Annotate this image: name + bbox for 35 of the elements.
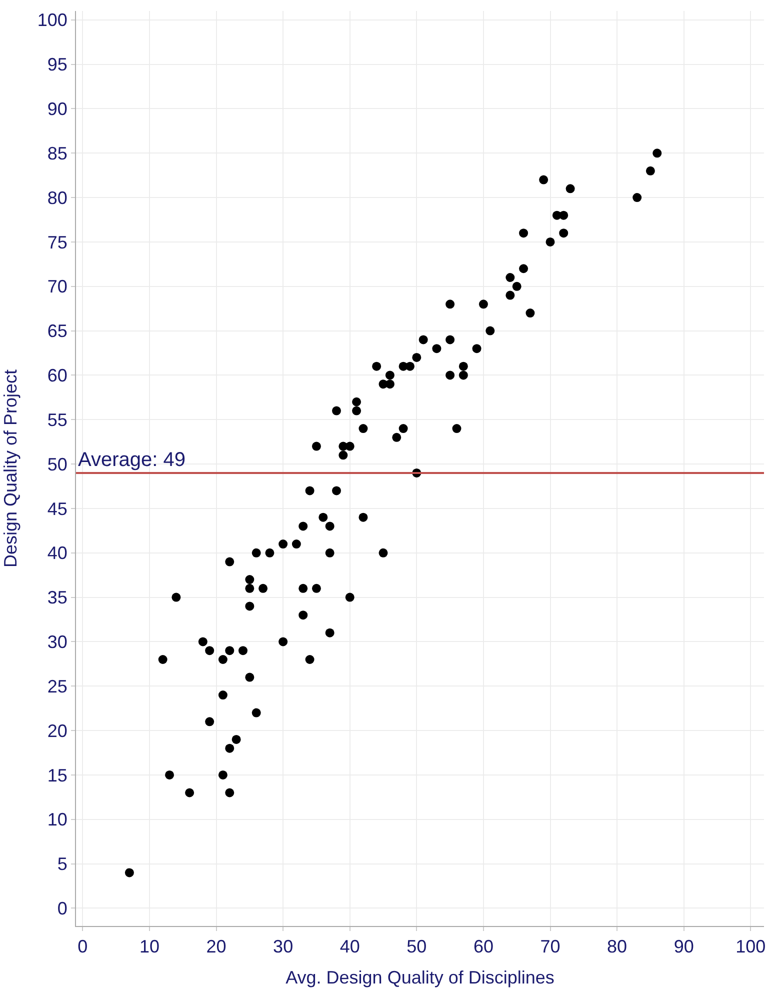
y-tick-label: 80 — [47, 188, 68, 208]
y-axis-title: Design Quality of Project — [0, 369, 21, 568]
y-tick-label: 45 — [47, 498, 68, 519]
y-tick-label: 100 — [37, 10, 68, 30]
y-tick-label: 55 — [47, 410, 68, 430]
y-tick-label: 40 — [47, 543, 68, 564]
y-tick-label: 35 — [47, 588, 68, 608]
y-tick-label: 60 — [47, 366, 68, 386]
y-tick-label: 20 — [47, 720, 68, 741]
y-tick-label: 30 — [47, 632, 68, 652]
x-tick-label: 50 — [406, 936, 427, 957]
x-tick-label: 0 — [78, 936, 88, 957]
y-tick-label: 0 — [57, 898, 68, 919]
y-tick-label: 90 — [47, 99, 68, 120]
x-axis-title: Avg. Design Quality of Disciplines — [286, 968, 554, 988]
y-tick-label: 5 — [57, 854, 68, 874]
x-tick-label: 30 — [273, 936, 294, 957]
y-tick-label: 65 — [47, 321, 68, 342]
y-tick-label: 50 — [47, 454, 68, 474]
y-tick-label: 70 — [47, 276, 68, 297]
y-tick-label: 15 — [47, 765, 68, 786]
y-tick-label: 95 — [47, 54, 68, 75]
x-tick-label: 100 — [736, 936, 766, 957]
x-tick-label: 60 — [473, 936, 494, 957]
x-tick-label: 10 — [139, 936, 160, 957]
x-tick-label: 80 — [607, 936, 628, 957]
x-tick-label: 90 — [674, 936, 694, 957]
y-tick-label: 25 — [47, 676, 68, 696]
x-tick-label: 70 — [540, 936, 560, 957]
x-tick-label: 20 — [206, 936, 226, 957]
y-tick-label: 85 — [47, 143, 68, 164]
x-tick-label: 40 — [340, 936, 360, 957]
y-tick-label: 10 — [47, 810, 68, 830]
ref-line-label: Average: 49 — [78, 449, 186, 471]
y-tick-label: 75 — [47, 232, 68, 252]
